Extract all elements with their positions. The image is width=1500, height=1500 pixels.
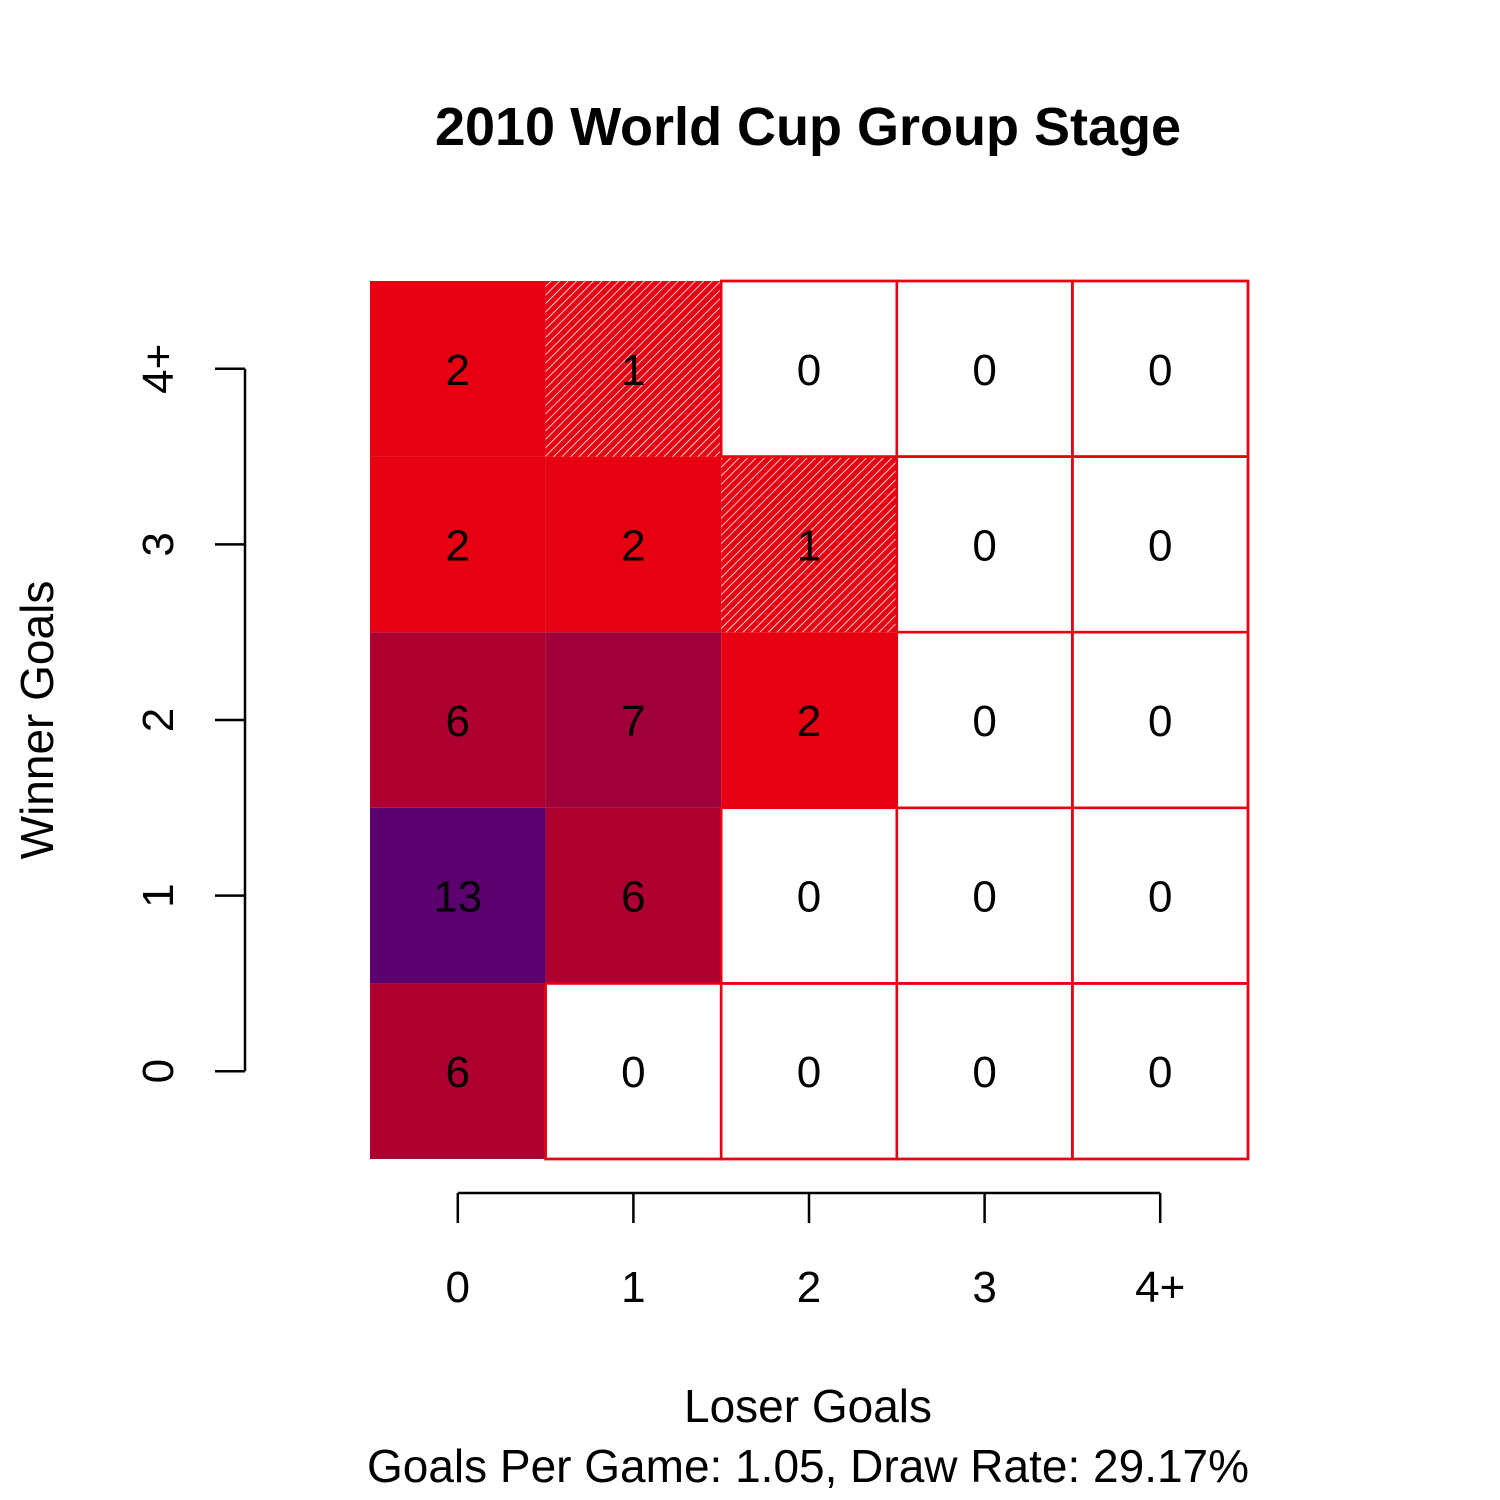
cell-value-label: 13 — [433, 873, 482, 922]
y-axis-title: Winner Goals — [11, 581, 63, 860]
heatmap-cell-w3-l0 — [370, 456, 546, 633]
heatmap-cell-w4+-l1 — [545, 281, 722, 457]
cell-value-label: 2 — [446, 346, 470, 395]
cell-value-label: 0 — [972, 1048, 996, 1097]
cell-value-label: 6 — [446, 697, 470, 746]
y-tick-label: 2 — [134, 708, 183, 732]
x-axis-title: Loser Goals — [684, 1380, 932, 1432]
heatmap-cell-w4+-l4+ — [1071, 279, 1250, 458]
y-tick-label: 1 — [134, 883, 183, 907]
heatmap-cell-w0-l3 — [895, 982, 1074, 1161]
cell-value-label: 2 — [446, 521, 470, 570]
y-tick-label: 3 — [134, 532, 183, 556]
heatmap-cell-w4+-l3 — [895, 279, 1074, 458]
cell-value-label: 0 — [797, 346, 821, 395]
heatmap-cell-w2-l2 — [721, 632, 897, 808]
cell-value-label: 0 — [1148, 1048, 1172, 1097]
cell-value-label: 0 — [797, 1048, 821, 1097]
chart-title: 2010 World Cup Group Stage — [435, 97, 1181, 157]
cell-value-label: 0 — [797, 873, 821, 922]
x-tick-label: 2 — [797, 1263, 821, 1312]
y-tick-label: 0 — [134, 1059, 183, 1083]
cell-value-label: 6 — [621, 873, 645, 922]
heatmap-cell-w2-l1 — [545, 632, 722, 808]
cell-value-label: 0 — [972, 697, 996, 746]
heatmap-cell-labels: 6 0 0 0 0 13 6 0 0 0 6 7 2 0 0 2 2 1 0 0 2 1 0 0 0 — [433, 346, 1172, 1097]
x-axis: 0 1 2 3 4+ — [446, 1191, 1185, 1312]
heatmap-cell-w2-l0 — [370, 632, 546, 808]
y-tick-label: 4+ — [134, 344, 183, 394]
y-axis: 0 1 2 3 4+ — [134, 344, 247, 1083]
cell-value-label: 0 — [972, 346, 996, 395]
cell-value-label: 2 — [621, 521, 645, 570]
cell-value-label: 0 — [621, 1048, 645, 1097]
cell-value-label: 1 — [621, 346, 645, 395]
heatmap-cell-border — [1071, 279, 1250, 458]
cell-value-label: 0 — [972, 521, 996, 570]
cell-value-label: 1 — [797, 521, 821, 570]
heatmap-cell-w1-l0 — [370, 807, 546, 984]
cell-value-label: 0 — [1148, 521, 1172, 570]
cell-value-label: 0 — [972, 873, 996, 922]
cell-value-label: 6 — [446, 1048, 470, 1097]
heatmap-cell-w3-l1 — [545, 456, 722, 633]
heatmap-cell-w1-l1 — [545, 807, 722, 984]
x-tick-label: 1 — [621, 1263, 645, 1312]
heatmap-cells — [370, 279, 1250, 1161]
cell-value-label: 0 — [1148, 873, 1172, 922]
cell-value-label: 2 — [797, 697, 821, 746]
cell-value-label: 7 — [621, 697, 645, 746]
x-tick-label: 3 — [972, 1263, 996, 1312]
heatmap-cell-w2-l3 — [895, 630, 1074, 810]
heatmap-cell-w1-l3 — [895, 806, 1074, 985]
heatmap-cell-w4+-l0 — [370, 281, 546, 457]
x-tick-label: 0 — [446, 1263, 470, 1312]
heatmap-cell-w0-l1 — [544, 982, 723, 1161]
chart-subtitle: Goals Per Game: 1.05, Draw Rate: 29.17% — [367, 1440, 1249, 1492]
heatmap-cell-w0-l0 — [370, 983, 546, 1159]
cell-value-label: 0 — [1148, 346, 1172, 395]
x-tick-label: 4+ — [1135, 1263, 1185, 1312]
heatmap-cell-w3-l2 — [721, 456, 897, 633]
cell-value-label: 0 — [1148, 697, 1172, 746]
